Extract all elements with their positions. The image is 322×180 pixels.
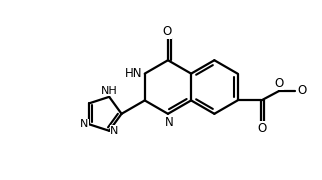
Text: N: N	[110, 126, 118, 136]
Text: O: O	[298, 84, 307, 97]
Text: O: O	[275, 77, 284, 90]
Text: HN: HN	[125, 67, 143, 80]
Text: NH: NH	[101, 86, 118, 96]
Text: O: O	[162, 25, 172, 38]
Text: N: N	[165, 116, 173, 129]
Text: N: N	[80, 119, 88, 129]
Text: O: O	[258, 122, 267, 135]
